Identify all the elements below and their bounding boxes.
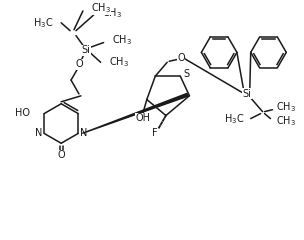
Text: H$_3$C: H$_3$C (33, 16, 53, 30)
Text: CH$_3$: CH$_3$ (102, 6, 122, 20)
Text: Si: Si (242, 89, 251, 99)
Text: F: F (152, 128, 158, 138)
Text: OH: OH (135, 113, 150, 123)
Text: O: O (57, 150, 65, 160)
Text: CH$_3$: CH$_3$ (91, 1, 111, 15)
Polygon shape (82, 93, 188, 133)
Text: CH$_3$: CH$_3$ (276, 100, 296, 114)
Text: CH$_3$: CH$_3$ (112, 34, 132, 48)
Text: CH$_3$: CH$_3$ (276, 115, 296, 128)
Text: O: O (177, 53, 185, 63)
Text: S: S (183, 69, 189, 79)
Text: O: O (75, 59, 83, 69)
Text: N: N (80, 128, 88, 138)
Text: H$_3$C: H$_3$C (224, 113, 245, 126)
Text: CH$_3$: CH$_3$ (109, 55, 129, 69)
Text: HO: HO (15, 108, 30, 118)
Text: Si: Si (81, 45, 90, 55)
Text: N: N (35, 128, 42, 138)
